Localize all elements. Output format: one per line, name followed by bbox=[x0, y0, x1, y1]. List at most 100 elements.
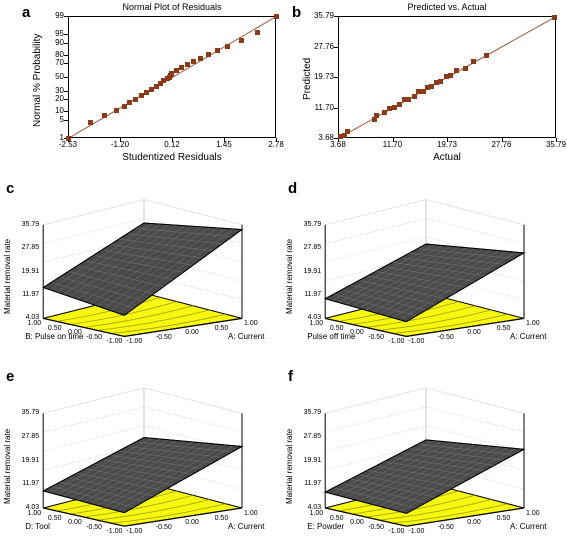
x-axis-label-d: A: Current bbox=[510, 332, 546, 341]
data-point-b-6 bbox=[387, 106, 392, 111]
x-floor-tick-c-0: 1.00 bbox=[244, 320, 258, 327]
data-point-a-22 bbox=[198, 56, 203, 61]
x-tick-a-1: -1.20 bbox=[102, 141, 138, 149]
data-point-b-8 bbox=[397, 102, 402, 107]
z-tick-e-0: 35.79 bbox=[9, 409, 39, 416]
z-tick-d-0: 35.79 bbox=[291, 221, 321, 228]
z-axis-label-f: Material removal rate bbox=[285, 429, 294, 504]
z-tick-f-3: 11.97 bbox=[291, 480, 321, 487]
x-tick-b-3: 27.76 bbox=[484, 141, 520, 149]
x-axis-label-e: A: Current bbox=[228, 522, 264, 531]
data-point-a-28 bbox=[274, 14, 279, 19]
chart-title-a: Normal Plot of Residuals bbox=[68, 2, 276, 12]
y-tick-a-3: 20 bbox=[40, 95, 64, 103]
y-tick-a-2: 10 bbox=[40, 107, 64, 115]
y-axis-label-e: D: Tool bbox=[25, 522, 50, 531]
x-floor-tick-e-4: -1.00 bbox=[126, 528, 142, 535]
data-point-b-11 bbox=[412, 94, 417, 99]
data-point-b-21 bbox=[463, 66, 468, 71]
x-floor-tick-f-3: -0.50 bbox=[438, 524, 454, 531]
x-tick-b-4: 35.79 bbox=[538, 141, 567, 149]
z-tick-e-2: 19.91 bbox=[9, 457, 39, 464]
x-floor-tick-d-2: 0.00 bbox=[467, 329, 481, 336]
data-point-b-13 bbox=[421, 89, 426, 94]
z-tick-f-0: 35.79 bbox=[291, 409, 321, 416]
z-axis-label-d: Material removal rate bbox=[285, 239, 294, 314]
data-point-a-19 bbox=[179, 65, 184, 70]
z-tick-e-3: 11.97 bbox=[9, 480, 39, 487]
y-floor-tick-c-4: -1.00 bbox=[98, 338, 122, 345]
panel-a: a Normal Plot of Residuals -2.53 -1.20 0.12 1… bbox=[20, 2, 282, 172]
y-tick-a-6: 70 bbox=[40, 59, 64, 67]
figure-root: a Normal Plot of Residuals -2.53 -1.20 0.12 1… bbox=[0, 0, 567, 553]
x-floor-tick-c-4: -1.00 bbox=[126, 338, 142, 345]
z-tick-c-3: 11.97 bbox=[9, 291, 39, 298]
y-floor-tick-f-4: -1.00 bbox=[380, 528, 404, 535]
y-axis-label-c: B: Pulse on time bbox=[25, 332, 83, 341]
x-axis-label-f: A: Current bbox=[510, 522, 546, 531]
x-floor-tick-d-0: 1.00 bbox=[526, 320, 540, 327]
chart-title-b: Predicted vs. Actual bbox=[338, 2, 556, 12]
x-floor-tick-c-1: 0.50 bbox=[215, 325, 229, 332]
data-point-b-10 bbox=[406, 97, 411, 102]
y-tick-b-1: 11.70 bbox=[306, 104, 334, 112]
data-point-a-0 bbox=[66, 136, 71, 141]
x-axis-label-a: Studentized Residuals bbox=[68, 152, 276, 163]
z-tick-e-1: 27.85 bbox=[9, 433, 39, 440]
x-tick-b-0: 3.68 bbox=[320, 141, 356, 149]
panel-d: d35.7927.8519.9111.974.03Material remova… bbox=[286, 178, 566, 358]
data-point-b-23 bbox=[484, 53, 489, 58]
z-tick-f-2: 19.91 bbox=[291, 457, 321, 464]
data-point-a-4 bbox=[122, 104, 127, 109]
z-tick-d-2: 19.91 bbox=[291, 268, 321, 275]
y-floor-tick-d-4: -1.00 bbox=[380, 338, 404, 345]
data-point-a-21 bbox=[191, 59, 196, 64]
x-floor-tick-c-2: 0.00 bbox=[185, 329, 199, 336]
y-tick-a-8: 90 bbox=[40, 39, 64, 47]
x-tick-a-4: 2.78 bbox=[258, 141, 294, 149]
data-point-a-23 bbox=[206, 52, 211, 57]
data-point-b-19 bbox=[448, 73, 453, 78]
data-point-b-20 bbox=[454, 68, 459, 73]
data-point-a-2 bbox=[102, 113, 107, 118]
data-point-a-27 bbox=[255, 30, 260, 35]
z-tick-d-1: 27.85 bbox=[291, 244, 321, 251]
y-tick-a-1: 5 bbox=[40, 116, 64, 124]
x-tick-b-2: 19.73 bbox=[429, 141, 465, 149]
data-point-a-3 bbox=[114, 108, 119, 113]
data-point-a-1 bbox=[88, 120, 93, 125]
panel-c: c35.7927.8519.9111.974.03Material remova… bbox=[4, 178, 284, 358]
panel-label-a: a bbox=[22, 4, 30, 21]
x-floor-tick-f-1: 0.50 bbox=[497, 515, 511, 522]
y-tick-a-5: 50 bbox=[40, 73, 64, 81]
data-point-a-20 bbox=[185, 62, 190, 67]
y-tick-b-3: 27.76 bbox=[306, 43, 334, 51]
x-floor-tick-d-4: -1.00 bbox=[408, 338, 424, 345]
data-point-b-7 bbox=[392, 105, 397, 110]
data-point-b-17 bbox=[438, 79, 443, 84]
x-floor-tick-f-4: -1.00 bbox=[408, 528, 424, 535]
data-point-a-6 bbox=[133, 97, 138, 102]
x-floor-tick-f-0: 1.00 bbox=[526, 510, 540, 517]
y-axis-label-d: Pulse off time bbox=[307, 332, 355, 341]
x-floor-tick-c-3: -0.50 bbox=[156, 334, 172, 341]
data-point-b-2 bbox=[345, 129, 350, 134]
x-tick-b-1: 11.70 bbox=[375, 141, 411, 149]
x-tick-a-2: 0.12 bbox=[154, 141, 190, 149]
x-floor-tick-d-3: -0.50 bbox=[438, 334, 454, 341]
z-tick-c-0: 35.79 bbox=[9, 221, 39, 228]
z-axis-label-e: Material removal rate bbox=[3, 429, 12, 504]
z-tick-c-1: 27.85 bbox=[9, 244, 39, 251]
z-tick-c-2: 19.91 bbox=[9, 268, 39, 275]
data-point-b-22 bbox=[471, 59, 476, 64]
x-floor-tick-e-0: 1.00 bbox=[244, 510, 258, 517]
x-floor-tick-f-2: 0.00 bbox=[467, 519, 481, 526]
y-tick-a-0: 1 bbox=[40, 134, 64, 142]
x-tick-a-3: 1.45 bbox=[206, 141, 242, 149]
data-point-a-24 bbox=[215, 48, 220, 53]
x-floor-tick-e-3: -0.50 bbox=[156, 524, 172, 531]
y-axis-label-f: E: Powder bbox=[307, 522, 344, 531]
x-tick-a-0: -2.53 bbox=[50, 141, 86, 149]
x-floor-tick-e-2: 0.00 bbox=[185, 519, 199, 526]
y-axis-label-a: Normal % Probability bbox=[32, 34, 43, 127]
